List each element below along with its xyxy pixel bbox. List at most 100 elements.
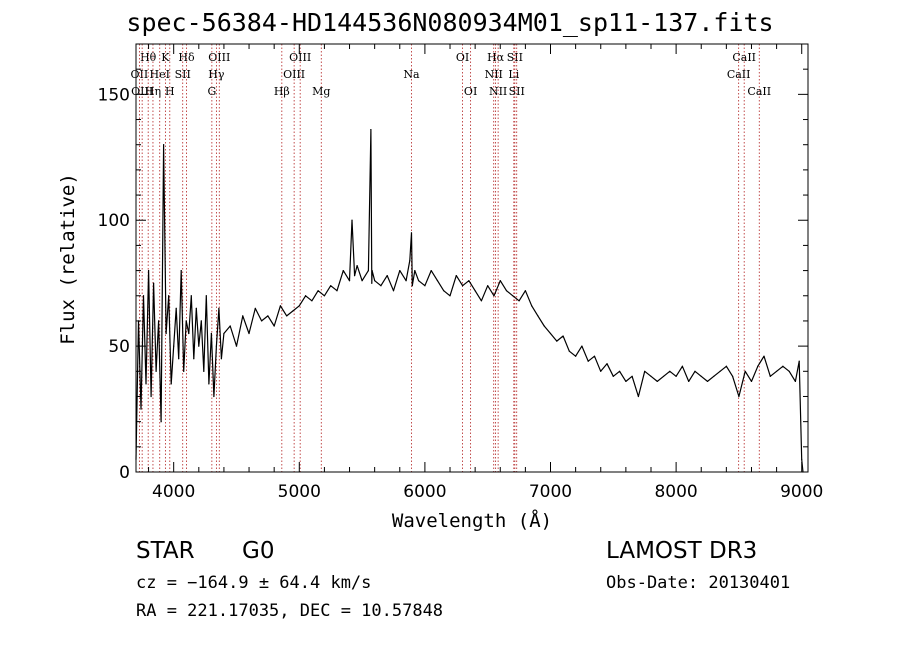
data-point-60	[367, 269, 369, 272]
data-point-6	[150, 395, 152, 398]
data-point-30	[210, 332, 212, 335]
data-point-73	[414, 269, 416, 272]
data-point-116	[681, 365, 683, 367]
data-point-19	[183, 370, 185, 372]
data-point-61	[370, 129, 372, 131]
data-point-96	[556, 340, 558, 342]
data-point-75	[424, 285, 426, 287]
data-point-57	[353, 275, 356, 277]
data-point-68	[399, 269, 401, 272]
data-point-4	[145, 383, 147, 385]
data-point-103	[600, 370, 602, 372]
y-tick-label-100: 100	[98, 211, 130, 231]
data-point-137	[802, 471, 804, 473]
marker-label-19: Hα	[487, 51, 505, 64]
data-point-70	[409, 259, 411, 262]
data-point-34	[220, 358, 223, 360]
data-point-22	[190, 295, 192, 297]
data-point-14	[170, 383, 172, 385]
data-point-46	[292, 310, 294, 312]
data-point-98	[568, 350, 570, 352]
marker-label-20: SII	[507, 51, 523, 64]
data-point-91	[524, 290, 526, 292]
data-point-12	[165, 332, 167, 335]
data-point-114	[669, 370, 671, 372]
data-point-39	[248, 332, 250, 335]
data-point-113	[662, 375, 665, 377]
data-point-125	[738, 395, 740, 398]
data-point-18	[180, 269, 182, 272]
data-point-126	[744, 370, 746, 372]
data-point-105	[612, 375, 614, 377]
data-point-101	[587, 360, 589, 362]
data-point-36	[229, 325, 231, 327]
data-point-115	[675, 375, 677, 377]
data-point-32	[215, 345, 217, 347]
data-point-23	[193, 358, 195, 360]
data-point-25	[198, 345, 200, 347]
y-tick-label-0: 0	[119, 463, 130, 483]
marker-label-5: Hη	[145, 85, 161, 98]
data-point-24	[195, 307, 197, 309]
data-point-112	[656, 380, 658, 382]
x-tick-label-5000: 5000	[278, 482, 321, 502]
data-point-66	[386, 275, 388, 277]
marker-label-4: HeI	[150, 68, 170, 81]
data-point-123	[725, 365, 727, 367]
marker-label-13: OIII	[283, 68, 305, 81]
marker-label-16: Na	[403, 68, 420, 81]
data-point-111	[650, 375, 652, 377]
data-point-11	[163, 144, 165, 146]
marker-label-6: Hδ	[178, 51, 195, 64]
data-point-77	[436, 280, 439, 282]
marker-label-24: SII	[509, 85, 525, 98]
data-point-106	[618, 370, 621, 372]
data-point-128	[757, 365, 759, 367]
data-point-27	[203, 370, 205, 372]
data-point-92	[531, 305, 533, 307]
data-point-74	[418, 280, 420, 282]
marker-label-10: Hγ	[208, 68, 225, 81]
data-point-28	[205, 295, 207, 297]
data-point-62	[371, 282, 373, 284]
marker-label-15: Mg	[312, 85, 330, 98]
data-point-50	[317, 290, 319, 292]
data-point-33	[218, 307, 220, 309]
data-point-64	[374, 280, 376, 282]
data-point-87	[499, 280, 501, 282]
y-tick-label-50: 50	[108, 337, 130, 357]
data-point-20	[185, 320, 187, 322]
data-point-93	[537, 315, 539, 317]
data-point-47	[298, 305, 300, 307]
marker-label-11: G	[207, 85, 216, 98]
data-point-8	[155, 370, 157, 372]
data-point-67	[392, 290, 395, 292]
data-point-110	[644, 370, 646, 372]
marker-label-14: Hβ	[274, 85, 290, 98]
plot-frame	[135, 43, 809, 473]
data-point-136	[801, 458, 803, 461]
data-point-127	[750, 380, 753, 382]
data-point-15	[173, 345, 175, 347]
data-point-45	[286, 315, 288, 317]
data-point-52	[330, 285, 332, 287]
marker-label-17: OI	[456, 51, 469, 64]
data-point-44	[279, 305, 282, 307]
data-point-135	[798, 360, 800, 362]
object-class: STAR	[136, 538, 195, 564]
data-point-1	[137, 320, 140, 322]
data-point-17	[178, 358, 180, 360]
data-point-134	[794, 380, 797, 382]
x-tick-label-7000: 7000	[529, 482, 572, 502]
data-point-104	[606, 363, 608, 365]
marker-label-22: Li	[508, 68, 519, 81]
data-point-38	[242, 315, 244, 317]
data-point-43	[273, 325, 275, 327]
data-point-51	[323, 295, 326, 297]
data-point-58	[356, 264, 358, 267]
marker-label-23: NII	[489, 85, 507, 98]
marker-label-8: H	[165, 85, 175, 98]
data-point-55	[348, 280, 351, 282]
series-line-spectrum	[135, 129, 804, 473]
